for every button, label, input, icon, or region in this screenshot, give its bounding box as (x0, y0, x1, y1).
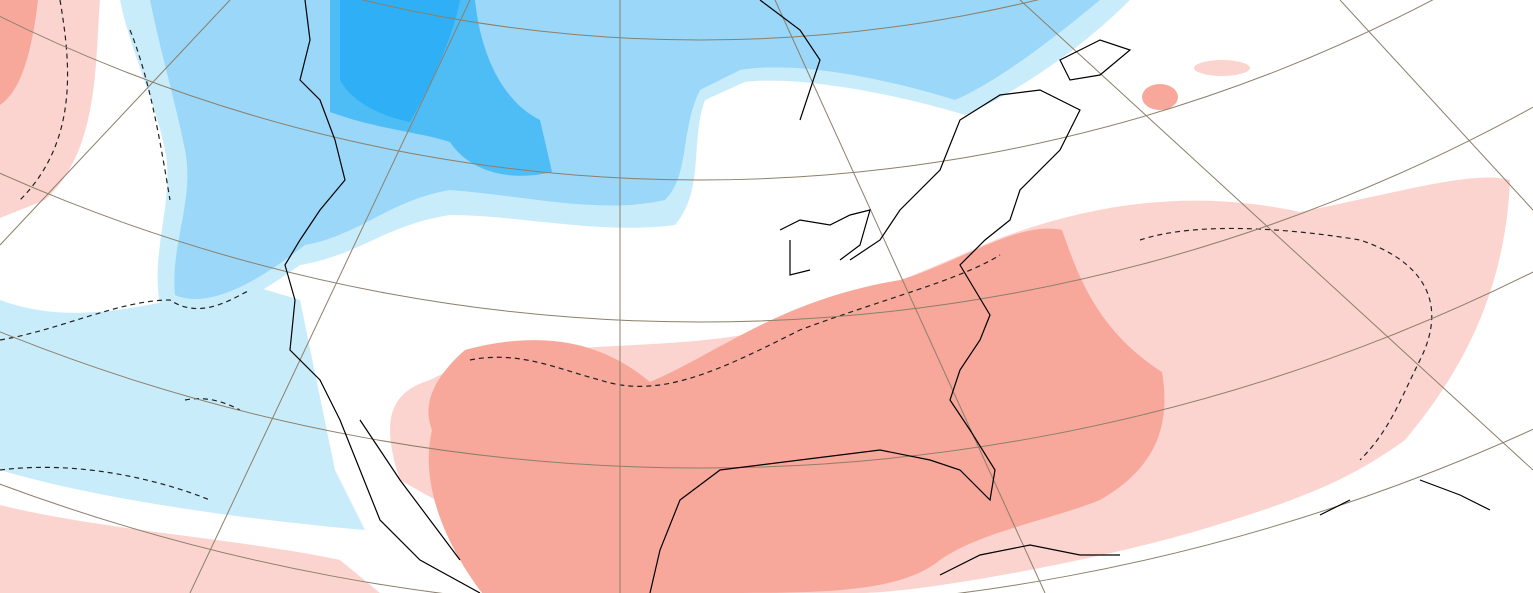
dashed-contour (19, 0, 171, 201)
dark-blue-region (340, 0, 460, 122)
light-pink-spot (1194, 60, 1250, 76)
salmon-region (0, 0, 38, 105)
light-blue-region (0, 285, 365, 530)
salmon-region (428, 228, 1165, 593)
dashed-contour (0, 289, 251, 501)
coastline (284, 0, 1491, 593)
salmon-spot (1142, 84, 1178, 110)
light-pink-region (0, 505, 380, 593)
dashed-contour (469, 227, 1433, 461)
